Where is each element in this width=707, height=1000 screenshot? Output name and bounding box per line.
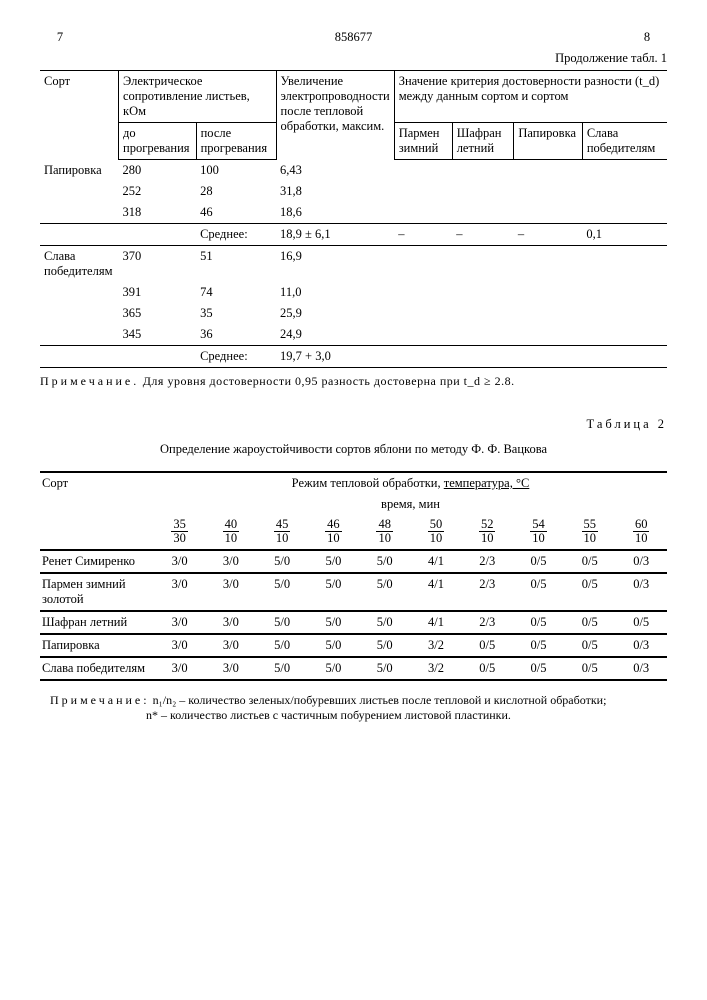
t1-h-criterion: Значение критерия достоверности разности… <box>394 71 667 123</box>
table-row: Шафран летний3/03/05/05/05/04/12/30/50/5… <box>40 611 667 634</box>
table-row: 2522831,8 <box>40 181 667 202</box>
table2-caption: Определение жароустойчивости сортов ябло… <box>40 442 667 457</box>
table-row: 3653525,9 <box>40 303 667 324</box>
note2-line1: n₁/n₂ – количество зеленых/побуревших ли… <box>153 693 607 707</box>
frac-header: 4610 <box>308 515 359 550</box>
page-right: 8 <box>627 30 667 45</box>
page-left: 7 <box>40 30 80 45</box>
frac-header: 4010 <box>205 515 256 550</box>
t1-h-sub1: до прогревания <box>119 123 197 160</box>
table-row-avg: Среднее:18,9 ± 6,1–––0,1 <box>40 224 667 246</box>
continuation-label: Продолжение табл. 1 <box>40 51 667 66</box>
frac-header: 3530 <box>154 515 205 550</box>
page-numbers: 7 858677 8 <box>40 30 667 45</box>
frac-header: 5410 <box>513 515 564 550</box>
t1-h-resist: Электрическое сопротивление листьев, кОм <box>119 71 277 123</box>
t2-h-sort: Сорт <box>40 472 154 550</box>
frac-header: 4810 <box>359 515 410 550</box>
t2-h-regime-sub: время, мин <box>154 494 667 515</box>
table-row: 3453624,9 <box>40 324 667 346</box>
table-row: Папировка3/03/05/05/05/03/20/50/50/50/3 <box>40 634 667 657</box>
frac-header: 5210 <box>462 515 513 550</box>
table-row: Ренет Симиренко3/03/05/05/05/04/12/30/50… <box>40 550 667 573</box>
frac-header: 5510 <box>564 515 615 550</box>
table-1: Сорт Электрическое сопротивление листьев… <box>40 70 667 368</box>
t1-h-increase: Увеличение электропроводности после тепл… <box>276 71 394 160</box>
note2-label: Примечание: <box>50 693 150 707</box>
table-row: Слава победителям3705116,9 <box>40 246 667 283</box>
t1-h-c3: Папировка <box>514 123 582 160</box>
table-2: Сорт Режим тепловой обработки, температу… <box>40 471 667 683</box>
t1-h-c4: Слава победителям <box>582 123 667 160</box>
t1-h-sub2: после прогревания <box>196 123 276 160</box>
table-row: Папировка2801006,43 <box>40 160 667 182</box>
note2-line2: n* – количество листьев с частичным побу… <box>146 708 511 723</box>
t2-h-regime: Режим тепловой обработки, температура, °… <box>154 472 667 494</box>
table2-note: Примечание: n₁/n₂ – количество зеленых/п… <box>40 693 667 723</box>
t1-h-c1: Пармен зимний <box>394 123 452 160</box>
note-label: Примечание. <box>40 374 139 388</box>
table1-note: Примечание. Для уровня достоверности 0,9… <box>40 374 667 389</box>
frac-header: 5010 <box>410 515 461 550</box>
table-row: 3184618,6 <box>40 202 667 224</box>
note-text: Для уровня достоверности 0,95 разность д… <box>143 374 515 388</box>
t1-h-sort: Сорт <box>40 71 119 160</box>
table-row: Слава победителям3/03/05/05/05/03/20/50/… <box>40 657 667 680</box>
table2-label: Таблица 2 <box>40 417 667 432</box>
table-row: Пармен зимний золотой3/03/05/05/05/04/12… <box>40 573 667 611</box>
doc-number: 858677 <box>80 30 627 45</box>
frac-header: 4510 <box>257 515 308 550</box>
table-row: 3917411,0 <box>40 282 667 303</box>
frac-header: 6010 <box>615 515 667 550</box>
t1-h-c2: Шафран летний <box>452 123 514 160</box>
table-row-avg: Среднее:19,7 + 3,0 <box>40 346 667 368</box>
